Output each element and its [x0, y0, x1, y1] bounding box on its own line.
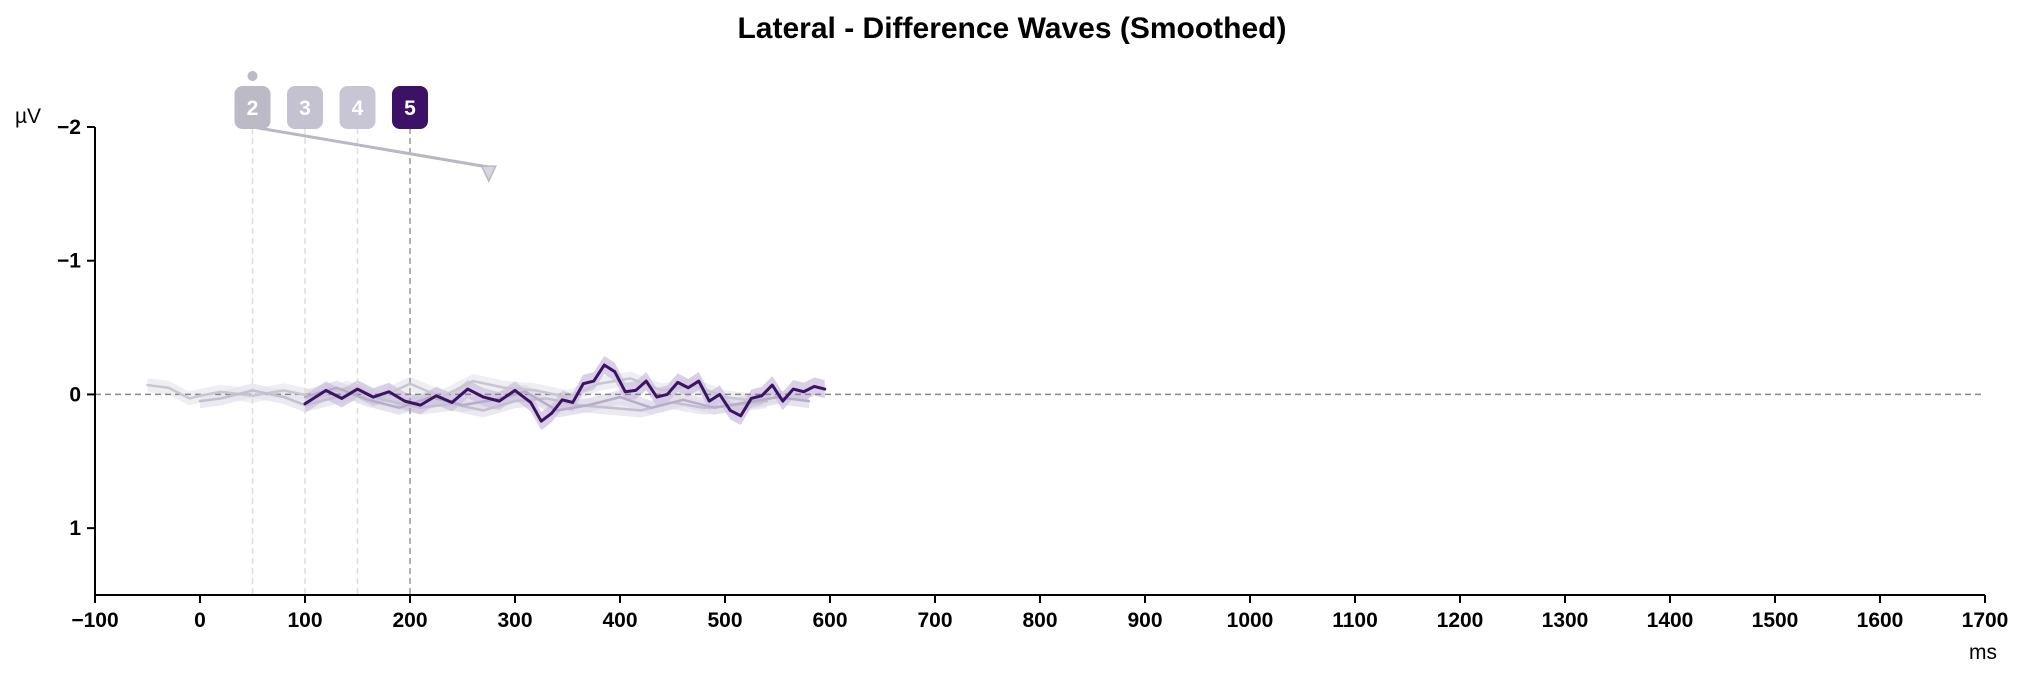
series-4-band	[305, 356, 825, 431]
marker-badge-label: 3	[299, 97, 311, 120]
x-tick-label: 1400	[1647, 609, 1694, 632]
x-tick-label: 600	[812, 609, 847, 632]
marker-lines	[251, 128, 411, 595]
marker-badge-box[interactable]	[234, 86, 271, 129]
marker-badge-box[interactable]	[339, 86, 376, 129]
y-tick-label: −1	[57, 250, 81, 273]
x-tick-label: 500	[707, 609, 742, 632]
x-tick-label: 0	[194, 609, 206, 632]
series-lines	[146, 363, 827, 423]
marker-dot	[247, 71, 258, 81]
x-tick-label: 300	[497, 609, 532, 632]
x-tick-label: 1700	[1962, 609, 2009, 632]
series-4-line	[303, 363, 827, 423]
axes: −2 −1 0 1 −100 0 100 200 300 400 500 600 700 800 900 10…	[57, 116, 2008, 632]
chart-title: Lateral - Difference Waves (Smoothed)	[737, 12, 1286, 45]
x-tick-label: 900	[1127, 609, 1162, 632]
x-tick-label: −100	[71, 609, 118, 632]
marker-badges[interactable]: 2 3 4 5	[234, 71, 429, 129]
marker-badge-label: 4	[352, 97, 364, 120]
y-tick-label: 0	[69, 383, 81, 406]
marker-badge-5[interactable]: 5	[392, 86, 428, 129]
marker-badge-box[interactable]	[392, 86, 428, 129]
marker-badge-box[interactable]	[287, 86, 323, 129]
x-tick-label: 700	[917, 609, 952, 632]
marker-badge-label: 2	[247, 97, 259, 120]
x-tick-label: 1300	[1542, 609, 1589, 632]
x-tick-label: 1200	[1437, 609, 1484, 632]
series-3-line	[303, 386, 811, 412]
x-tick-label: 1100	[1332, 609, 1378, 632]
x-tick-label: 800	[1022, 609, 1057, 632]
latency-slider[interactable]	[252, 125, 497, 183]
marker-badge-2[interactable]: 2	[234, 71, 271, 129]
x-tick-label: 1600	[1857, 609, 1904, 632]
x-tick-label: 100	[287, 609, 322, 632]
x-tick-label: 1000	[1227, 609, 1274, 632]
y-tick-label: 1	[69, 517, 81, 540]
marker-badge-label: 5	[404, 97, 416, 120]
y-tick-label: −2	[57, 116, 81, 139]
x-tick-label: 200	[392, 609, 427, 632]
confidence-bands	[147, 356, 825, 431]
x-tick-label: 1500	[1752, 609, 1799, 632]
slider-handle[interactable]	[480, 165, 497, 183]
slider-track	[252, 125, 490, 169]
x-unit-label: ms	[1969, 641, 1997, 664]
marker-badge-4[interactable]: 4	[339, 86, 376, 129]
marker-badge-3[interactable]: 3	[287, 86, 323, 129]
y-unit-label: µV	[15, 105, 41, 128]
x-tick-label: 400	[602, 609, 637, 632]
